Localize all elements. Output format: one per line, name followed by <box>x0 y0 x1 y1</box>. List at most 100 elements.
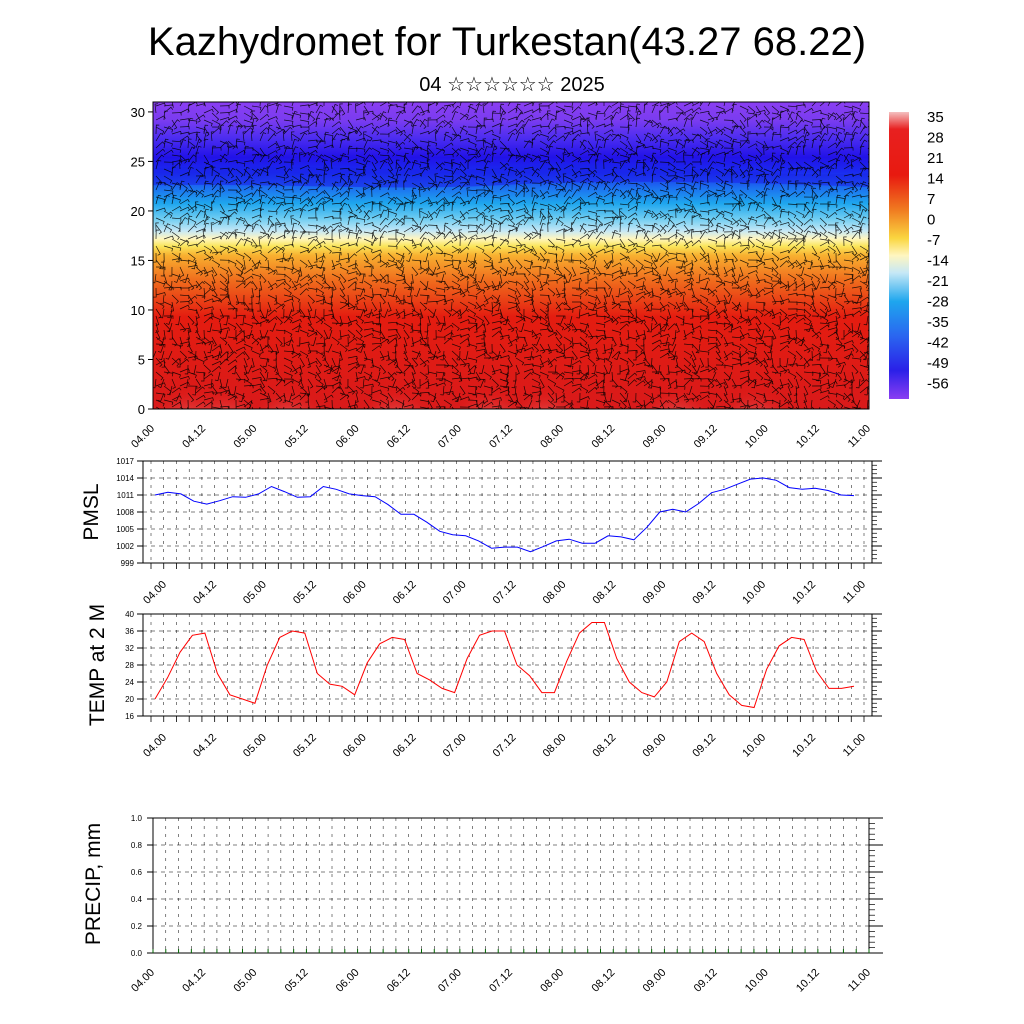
wind-barb <box>667 323 677 331</box>
wind-barb <box>403 167 412 177</box>
wind-barb <box>299 378 304 389</box>
wind-barb <box>467 147 478 154</box>
wind-barb <box>451 126 458 137</box>
wind-barb <box>315 266 326 272</box>
wind-barb <box>443 175 454 180</box>
x-tick-label: 08.12 <box>589 967 617 995</box>
wind-barb <box>307 360 318 366</box>
wind-barb <box>323 173 328 184</box>
wind-barb <box>707 217 714 228</box>
wind-barb <box>283 315 293 324</box>
wind-barb <box>547 118 555 128</box>
wind-barb <box>315 317 326 324</box>
wind-barb <box>283 146 290 156</box>
wind-barb <box>427 231 436 240</box>
wind-barb <box>547 245 558 251</box>
wind-barb <box>595 337 605 345</box>
wind-barb <box>627 197 637 205</box>
wind-barb <box>235 200 246 205</box>
wind-barb <box>491 312 502 317</box>
x-tick-label: 04.12 <box>191 732 219 760</box>
wind-barb <box>454 392 461 403</box>
y-tick-label: 0.2 <box>131 922 143 931</box>
wind-barb <box>235 168 244 178</box>
wind-barb <box>755 119 762 130</box>
wind-barb <box>339 105 346 116</box>
wind-barb <box>443 168 454 175</box>
wind-barb <box>467 259 476 269</box>
wind-barb <box>451 291 462 296</box>
wind-barb <box>859 201 863 212</box>
wind-barb <box>355 315 364 324</box>
wind-barb <box>747 131 751 142</box>
wind-barb <box>862 350 869 361</box>
wind-barb <box>683 152 687 163</box>
wind-barb <box>475 211 486 219</box>
wind-barb <box>403 147 414 153</box>
wind-barb <box>203 108 214 114</box>
wind-barb <box>795 190 806 198</box>
wind-barb <box>259 105 268 114</box>
wind-barb <box>491 152 497 163</box>
wind-barb <box>237 266 245 276</box>
wind-barb <box>413 287 421 297</box>
wind-barb <box>843 259 854 265</box>
wind-barb <box>267 364 277 372</box>
wind-barb <box>675 175 686 182</box>
wind-barb <box>275 189 285 197</box>
wind-barb <box>435 102 439 107</box>
wind-barb <box>651 154 659 165</box>
wind-barb <box>760 301 765 312</box>
wind-barb <box>537 385 541 396</box>
wind-barb <box>187 119 198 125</box>
wind-barb <box>423 329 429 340</box>
wind-barb <box>357 287 365 297</box>
wind-barb <box>795 261 806 268</box>
wind-barb <box>255 294 261 305</box>
wind-barb <box>467 261 478 268</box>
wind-barb <box>803 126 810 137</box>
wind-barb <box>299 230 307 240</box>
wind-barb <box>507 259 514 270</box>
wind-barb <box>195 175 206 179</box>
wind-barb <box>859 139 868 149</box>
wind-barb <box>739 217 747 227</box>
wind-barb <box>523 336 528 347</box>
wind-barb <box>459 333 470 338</box>
wind-barb <box>587 386 598 394</box>
wind-barb <box>603 191 614 198</box>
wind-barb <box>603 260 614 268</box>
wind-barb <box>635 189 641 200</box>
wind-barb <box>203 316 214 324</box>
wind-barb <box>419 280 428 290</box>
wind-barb <box>299 392 310 397</box>
wind-barb <box>675 269 686 275</box>
wind-barb <box>819 273 826 284</box>
wind-barb <box>579 112 587 123</box>
wind-barb <box>483 129 494 135</box>
wind-barb <box>835 140 844 149</box>
wind-barb <box>686 385 693 396</box>
wind-barb <box>818 180 822 191</box>
wind-barb <box>419 199 430 205</box>
warm-surface-cell <box>712 354 797 409</box>
wind-barb <box>611 133 622 140</box>
wind-barb <box>299 132 308 142</box>
wind-barb <box>555 189 564 198</box>
wind-barb <box>827 331 838 338</box>
wind-barb <box>259 378 266 389</box>
wind-barb <box>827 238 836 248</box>
wind-barb <box>858 229 863 240</box>
wind-barb <box>283 273 292 283</box>
wind-barb <box>347 319 358 324</box>
wind-barb <box>315 238 322 249</box>
wind-barb <box>731 161 741 169</box>
wind-barb <box>163 104 174 108</box>
wind-barb <box>635 285 646 289</box>
wind-barb <box>443 222 449 233</box>
wind-barb <box>331 210 342 215</box>
wind-barb <box>811 131 822 135</box>
wind-barb <box>707 217 717 226</box>
wind-barb <box>283 371 293 379</box>
wind-barb <box>187 252 196 262</box>
